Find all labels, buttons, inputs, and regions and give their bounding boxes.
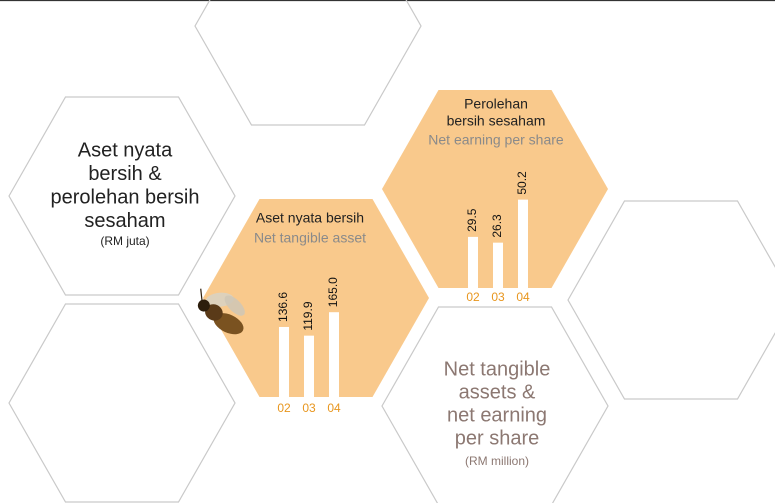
value-label: 136.6 — [276, 292, 290, 322]
value-label: 50.2 — [515, 171, 529, 195]
panel-title-line: net earning — [447, 404, 547, 426]
value-label: 119.9 — [301, 301, 315, 330]
category-label: 02 — [466, 290, 480, 304]
category-label: 04 — [327, 401, 341, 415]
panel-title-line: perolehan bersih — [51, 186, 200, 208]
hexagon — [203, 199, 429, 397]
value-label: 165.0 — [326, 277, 340, 307]
panel-title-line: sesaham — [84, 210, 165, 232]
category-label: 03 — [302, 401, 316, 415]
bar — [468, 237, 478, 290]
bar — [329, 312, 339, 398]
panel-title-line: per share — [455, 427, 540, 449]
hexagon — [9, 304, 235, 502]
panel-unit: (RM million) — [465, 454, 529, 468]
chart-title: Perolehan — [464, 96, 528, 112]
hexagons — [9, 0, 775, 503]
bar — [304, 336, 314, 398]
value-label: 26.3 — [490, 214, 504, 238]
value-label: 29.5 — [465, 208, 479, 232]
chart-title: bersih sesaham — [447, 113, 546, 129]
bar — [518, 200, 528, 290]
panel-title-line: Net tangible — [444, 358, 551, 380]
chart-subtitle: Net tangible asset — [254, 230, 366, 246]
chart-subtitle: Net earning per share — [428, 132, 564, 148]
hexagon — [195, 0, 421, 125]
panel-unit: (RM juta) — [100, 234, 149, 248]
bar — [279, 327, 289, 398]
panel-title-line: Aset nyata — [78, 139, 173, 161]
bar — [493, 243, 503, 290]
chart-title: Aset nyata bersih — [256, 210, 364, 226]
category-label: 02 — [277, 401, 291, 415]
category-label: 04 — [516, 290, 530, 304]
hexagon — [568, 201, 775, 399]
panel-title-line: assets & — [459, 381, 536, 403]
category-label: 03 — [491, 290, 505, 304]
infographic: Aset nyatabersih &perolehan bersihsesaha… — [0, 0, 775, 503]
panel-title-line: bersih & — [88, 163, 162, 185]
